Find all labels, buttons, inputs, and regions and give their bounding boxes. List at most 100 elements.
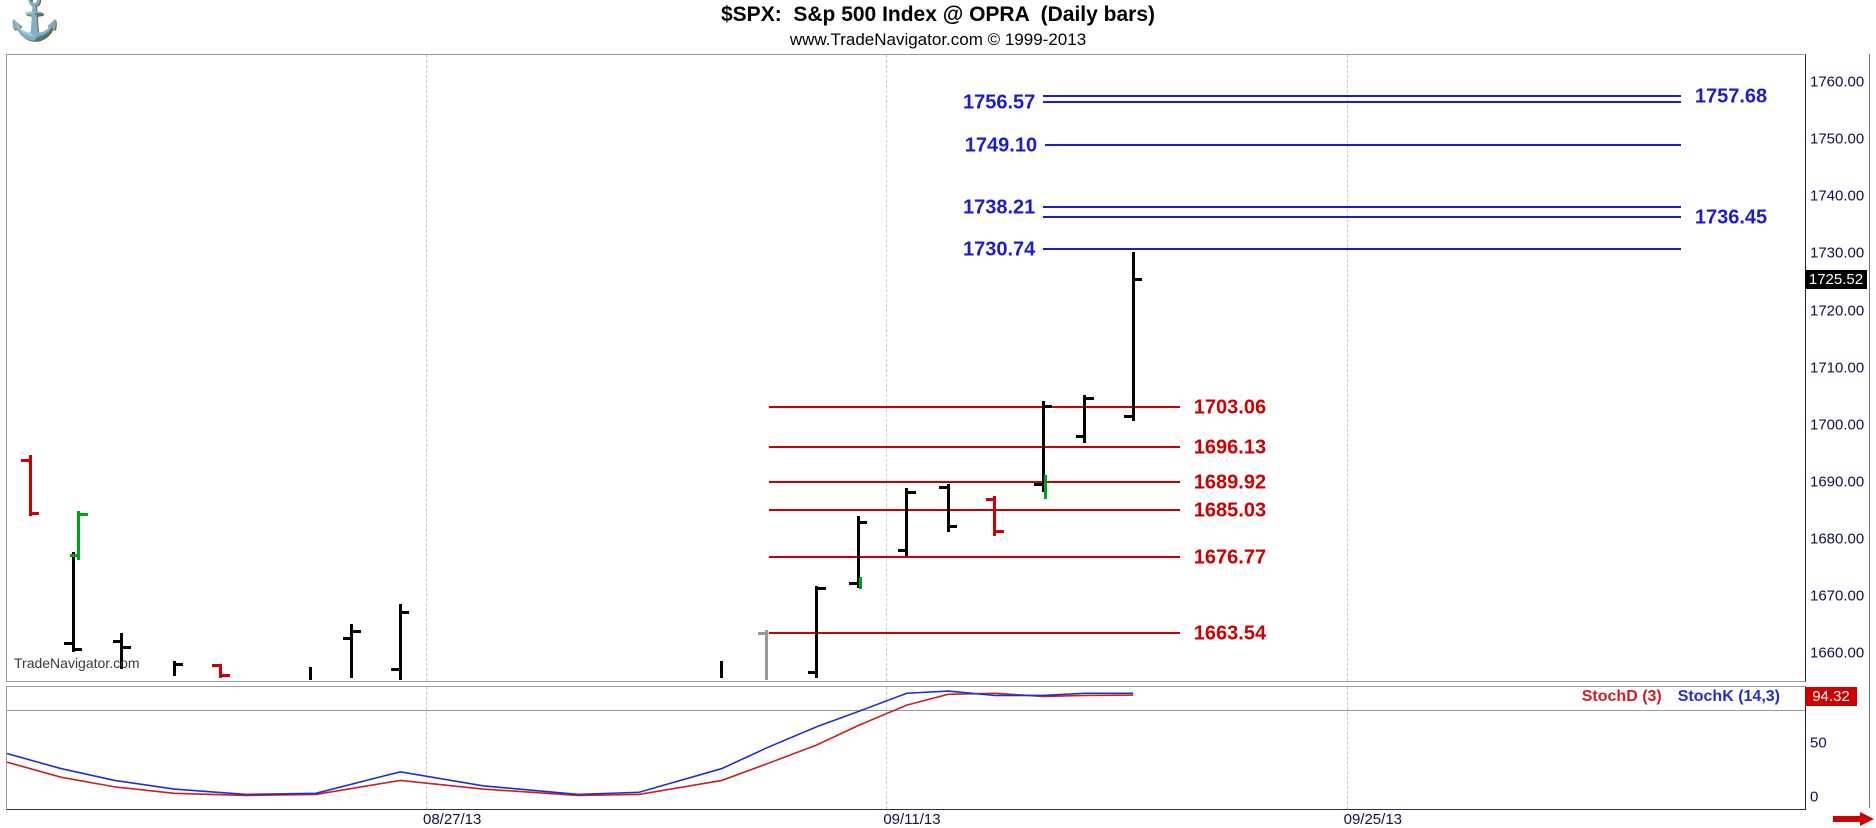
price-level-line[interactable] <box>768 631 1180 634</box>
vertical-gridline <box>885 687 887 809</box>
stoch-tick-label: 50 <box>1810 734 1827 752</box>
ohlc-open-tick <box>342 637 351 640</box>
ohlc-close-tick <box>221 674 230 678</box>
price-level-line[interactable] <box>1043 94 1681 97</box>
last-price-badge: 1725.52 <box>1805 269 1867 289</box>
price-axis: 1760.00 1750.00 1740.00 1730.00 1720.00 1710.… <box>1810 55 1874 679</box>
date-axis: 08/27/13 09/11/13 09/25/13 <box>6 811 1802 828</box>
date-label: 08/27/13 <box>422 811 482 828</box>
price-level-label: 1663.54 <box>1193 622 1267 645</box>
vertical-gridline <box>885 55 887 681</box>
ohlc-bar <box>993 496 997 536</box>
ohlc-open-tick <box>807 671 816 675</box>
price-level-label: 1757.68 <box>1694 85 1768 108</box>
ohlc-open-tick <box>1124 415 1133 419</box>
stochd-legend-label[interactable]: StochD (3) <box>1581 688 1662 705</box>
ohlc-close-tick <box>995 530 1004 534</box>
ohlc-open-tick <box>757 631 766 635</box>
ohlc-bar <box>309 667 313 680</box>
price-level-line[interactable] <box>1043 100 1681 103</box>
ohlc-close-tick <box>817 586 826 590</box>
overbought-line <box>7 710 1805 712</box>
ohlc-close-tick <box>79 512 88 516</box>
stoch-tick-label: 0 <box>1810 788 1819 806</box>
stochastic-panel[interactable] <box>6 686 1806 810</box>
price-level-label: 1736.45 <box>1694 206 1768 229</box>
chart-subtitle: www.TradeNavigator.com © 1999-2013 <box>789 30 1087 49</box>
ohlc-bar <box>856 516 860 589</box>
ohlc-bar <box>350 624 354 678</box>
chart-title: $SPX: S&p 500 Index @ OPRA (Daily bars) <box>721 3 1155 26</box>
price-tick-label: 1710.00 <box>1810 359 1865 377</box>
price-level-line[interactable] <box>768 406 1180 409</box>
ohlc-bar <box>172 660 176 676</box>
ohlc-open-tick <box>1034 482 1043 486</box>
ohlc-open-tick <box>69 554 78 558</box>
ohlc-close-tick <box>74 647 83 651</box>
price-level-line[interactable] <box>1045 143 1681 146</box>
stochastic-axis: 50 0 <box>1810 687 1874 807</box>
scroll-right-arrow-icon[interactable] <box>1833 812 1876 826</box>
tradenavigator-watermark: TradeNavigator.com <box>14 655 140 671</box>
stochk-line <box>7 690 1134 796</box>
price-tick-label: 1670.00 <box>1810 587 1865 605</box>
price-level-line[interactable] <box>768 508 1180 511</box>
price-tick-label: 1660.00 <box>1810 644 1865 662</box>
price-level-line[interactable] <box>1043 215 1681 218</box>
ohlc-close-tick <box>949 524 958 528</box>
ohlc-close-tick <box>401 610 410 614</box>
ohlc-bar <box>219 663 223 678</box>
ohlc-bar <box>398 603 402 680</box>
price-chart-panel[interactable]: 1757.68 1756.57 1749.10 1738.21 1736.45 1730.… <box>6 54 1806 682</box>
price-level-label: 1676.77 <box>1193 546 1267 569</box>
price-level-line[interactable] <box>768 445 1180 448</box>
price-level-line[interactable] <box>768 556 1180 559</box>
stochastic-lines <box>7 690 1134 797</box>
ohlc-open-tick <box>985 498 994 502</box>
ohlc-close-tick <box>1044 405 1053 409</box>
ohlc-bar <box>1131 251 1135 422</box>
ohlc-bar <box>720 660 724 678</box>
date-label: 09/25/13 <box>1343 811 1403 828</box>
ohlc-bar <box>120 633 124 670</box>
ohlc-bar <box>905 487 909 556</box>
ohlc-open-tick <box>391 668 400 672</box>
price-level-line[interactable] <box>768 481 1180 484</box>
vertical-gridline <box>426 55 428 681</box>
stochd-line <box>7 692 1134 797</box>
price-tick-label: 1700.00 <box>1810 416 1865 434</box>
ohlc-open-tick <box>112 640 121 644</box>
ohlc-close-tick <box>122 645 131 649</box>
ohlc-close-tick <box>859 521 868 525</box>
scroll-arrow-body <box>1833 816 1860 822</box>
ohlc-open-tick <box>1075 435 1084 439</box>
price-level-label: 1689.92 <box>1193 471 1267 494</box>
stochastic-legend: StochD (3) StochK (14,3) <box>1582 688 1780 706</box>
price-level-line[interactable] <box>1043 205 1681 208</box>
ohlc-bar <box>1041 400 1045 493</box>
price-level-line[interactable] <box>1043 248 1681 251</box>
price-tick-label: 1690.00 <box>1810 473 1865 491</box>
ohlc-close-tick <box>175 662 184 666</box>
ohlc-bar <box>28 455 32 517</box>
ohlc-bar <box>1044 474 1048 499</box>
ohlc-open-tick <box>897 548 906 552</box>
ohlc-close-tick <box>31 511 40 515</box>
price-level-label: 1696.13 <box>1193 436 1267 459</box>
vertical-gridline <box>426 687 428 809</box>
stochastic-value-badge: 94.32 <box>1805 687 1857 706</box>
trade-navigator-logo-icon: ⚓ <box>8 0 61 41</box>
price-tick-label: 1740.00 <box>1810 187 1865 205</box>
price-tick-label: 1730.00 <box>1810 244 1865 262</box>
price-level-label: 1730.74 <box>963 238 1036 261</box>
price-tick-label: 1680.00 <box>1810 530 1865 548</box>
ohlc-bar <box>815 586 819 678</box>
price-level-label: 1738.21 <box>963 196 1036 219</box>
ohlc-close-tick <box>907 490 916 494</box>
ohlc-open-tick <box>211 663 220 667</box>
price-tick-label: 1750.00 <box>1810 130 1865 148</box>
ohlc-open-tick <box>939 486 948 490</box>
ohlc-open-tick <box>849 581 858 585</box>
stochk-legend-label[interactable]: StochK (14,3) <box>1677 688 1780 705</box>
